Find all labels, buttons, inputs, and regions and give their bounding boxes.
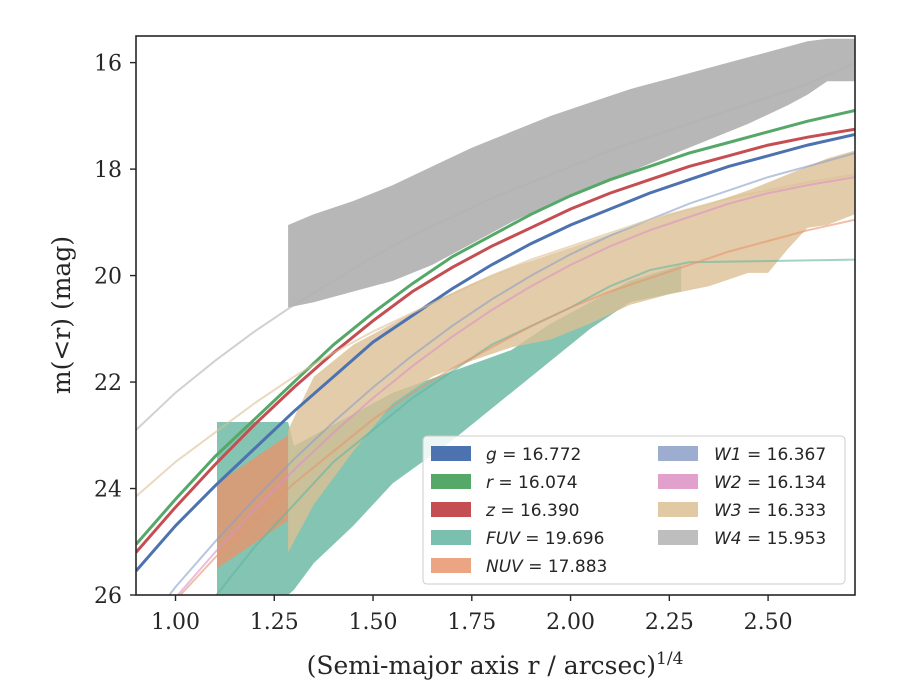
legend-frame (422, 435, 846, 585)
legend-item-w3: W3 = 16.333 (658, 501, 826, 521)
x-tick-label: 1.00 (151, 610, 200, 635)
legend-item-w4: W4 = 15.953 (658, 529, 826, 549)
line-r (136, 109, 855, 546)
legend-item-z: z = 16.390 (431, 501, 579, 521)
line-w3 (136, 173, 855, 498)
y-tick-label: 22 (94, 371, 122, 396)
legend-swatch (431, 558, 471, 573)
legend-band-value: = 19.696 (520, 529, 605, 549)
line-z (136, 127, 855, 554)
legend-swatch (431, 474, 471, 489)
line-nuv (179, 218, 855, 595)
legend-band-value: = 17.883 (523, 557, 608, 577)
legend-item-fuv: FUV = 19.696 (431, 529, 604, 549)
legend-band-name: NUV (486, 557, 524, 577)
legend-swatch (658, 530, 698, 545)
legend-item-nuv: NUV = 17.883 (431, 557, 607, 577)
legend-band-name: W4 (714, 529, 742, 549)
x-tick-label: 1.50 (349, 610, 398, 635)
legend-band-name: W3 (714, 501, 742, 521)
line-g (136, 133, 855, 572)
band-w4 (288, 38, 855, 308)
x-axis-label-text: (Semi-major axis r / arcsec) (307, 651, 656, 680)
y-tick-label: 16 (94, 52, 122, 77)
legend-item-r: r = 16.074 (431, 473, 578, 493)
x-tick-label: 2.25 (645, 610, 694, 635)
x-tick-label: 2.50 (744, 610, 793, 635)
legend-band-name: z (485, 501, 496, 521)
legend-item-w1: W1 = 16.367 (658, 445, 826, 465)
x-axis-label: (Semi-major axis r / arcsec)1/4 (307, 649, 684, 680)
line-w2 (176, 176, 855, 595)
band-w3 (288, 150, 855, 553)
legend-swatch (431, 530, 471, 545)
line-w4 (136, 61, 855, 431)
series-lines (136, 61, 855, 595)
line-w1 (167, 152, 855, 595)
legend-band-value: = 16.390 (495, 501, 580, 521)
legend-item-g: g = 16.772 (431, 445, 581, 465)
legend-label: g = 16.772 (486, 445, 581, 465)
legend-band-value: = 16.772 (497, 445, 582, 465)
x-tick-label: 1.75 (447, 610, 496, 635)
legend-band-name: W2 (714, 473, 742, 493)
legend-label: W1 = 16.367 (714, 445, 826, 465)
legend-item-w2: W2 = 16.134 (658, 473, 826, 493)
legend-band-value: = 16.367 (742, 445, 827, 465)
x-axis-ticks: 1.00 1.25 1.50 1.75 2.00 2.25 2.50 (151, 595, 793, 635)
legend-swatch (431, 446, 471, 461)
y-tick-label: 20 (94, 265, 122, 290)
y-tick-label: 26 (94, 584, 122, 609)
legend-label: r = 16.074 (486, 473, 578, 493)
legend-band-value: = 16.134 (742, 473, 827, 493)
y-axis-ticks: 16 18 20 22 24 26 (94, 52, 136, 609)
legend-band-name: FUV (486, 529, 521, 549)
legend-label: z = 16.390 (485, 501, 579, 521)
y-axis-label: m(<r) (mag) (47, 236, 76, 394)
x-tick-label: 1.25 (250, 610, 299, 635)
legend-band-value: = 16.074 (493, 473, 578, 493)
legend-swatch (658, 502, 698, 517)
y-tick-label: 18 (94, 158, 122, 183)
legend-band-name: r (486, 473, 494, 493)
band-fuv (217, 264, 682, 595)
legend-label: NUV = 17.883 (486, 557, 607, 577)
legend-band-value: = 16.333 (742, 501, 827, 521)
legend-band-value: = 15.953 (742, 529, 827, 549)
legend-label: W3 = 16.333 (714, 501, 826, 521)
y-tick-label: 24 (94, 478, 122, 503)
legend-band-name: W1 (714, 445, 742, 465)
legend-band-name: g (486, 445, 497, 465)
plot-frame (135, 35, 856, 596)
legend-swatch (658, 446, 698, 461)
legend-label: W4 = 15.953 (714, 529, 826, 549)
legend-swatch (658, 474, 698, 489)
legend-label: W2 = 16.134 (714, 473, 826, 493)
legend-swatch (431, 502, 471, 517)
x-tick-label: 2.00 (546, 610, 595, 635)
legend-label: FUV = 19.696 (486, 529, 604, 549)
x-axis-label-exponent: 1/4 (656, 649, 683, 669)
